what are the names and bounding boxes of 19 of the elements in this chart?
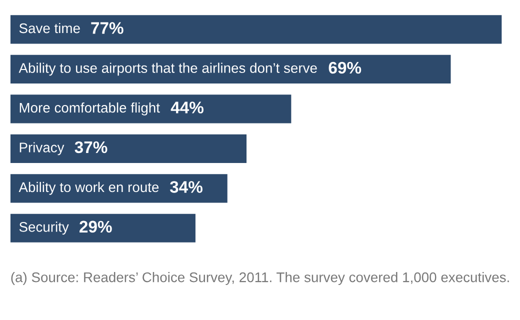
bar [10, 94, 292, 124]
bar [10, 54, 451, 84]
data-label: 44% [170, 102, 204, 114]
y-tick-label: More comfortable flight [20, 102, 160, 116]
text: (a) Source: Readers’ Choice Survey, 2011. The survey covered 1,000 executives. [11, 272, 509, 285]
bar [10, 134, 247, 163]
y-tick-label: Security [19, 222, 69, 235]
data-label: 37% [74, 141, 108, 154]
y-tick-label: Ability to use airports that the airlines don’t serve [18, 62, 317, 76]
data-label: 29% [80, 220, 112, 233]
data-label: 34% [170, 181, 202, 193]
data-label: 69% [328, 62, 362, 74]
y-tick-label: Ability to work en route [18, 182, 159, 195]
y-tick-label: Privacy [20, 142, 64, 156]
bar [10, 174, 228, 203]
bar [10, 214, 196, 242]
bar [10, 15, 502, 44]
data-label: 77% [91, 22, 124, 34]
y-tick-label: Save time [19, 22, 80, 34]
